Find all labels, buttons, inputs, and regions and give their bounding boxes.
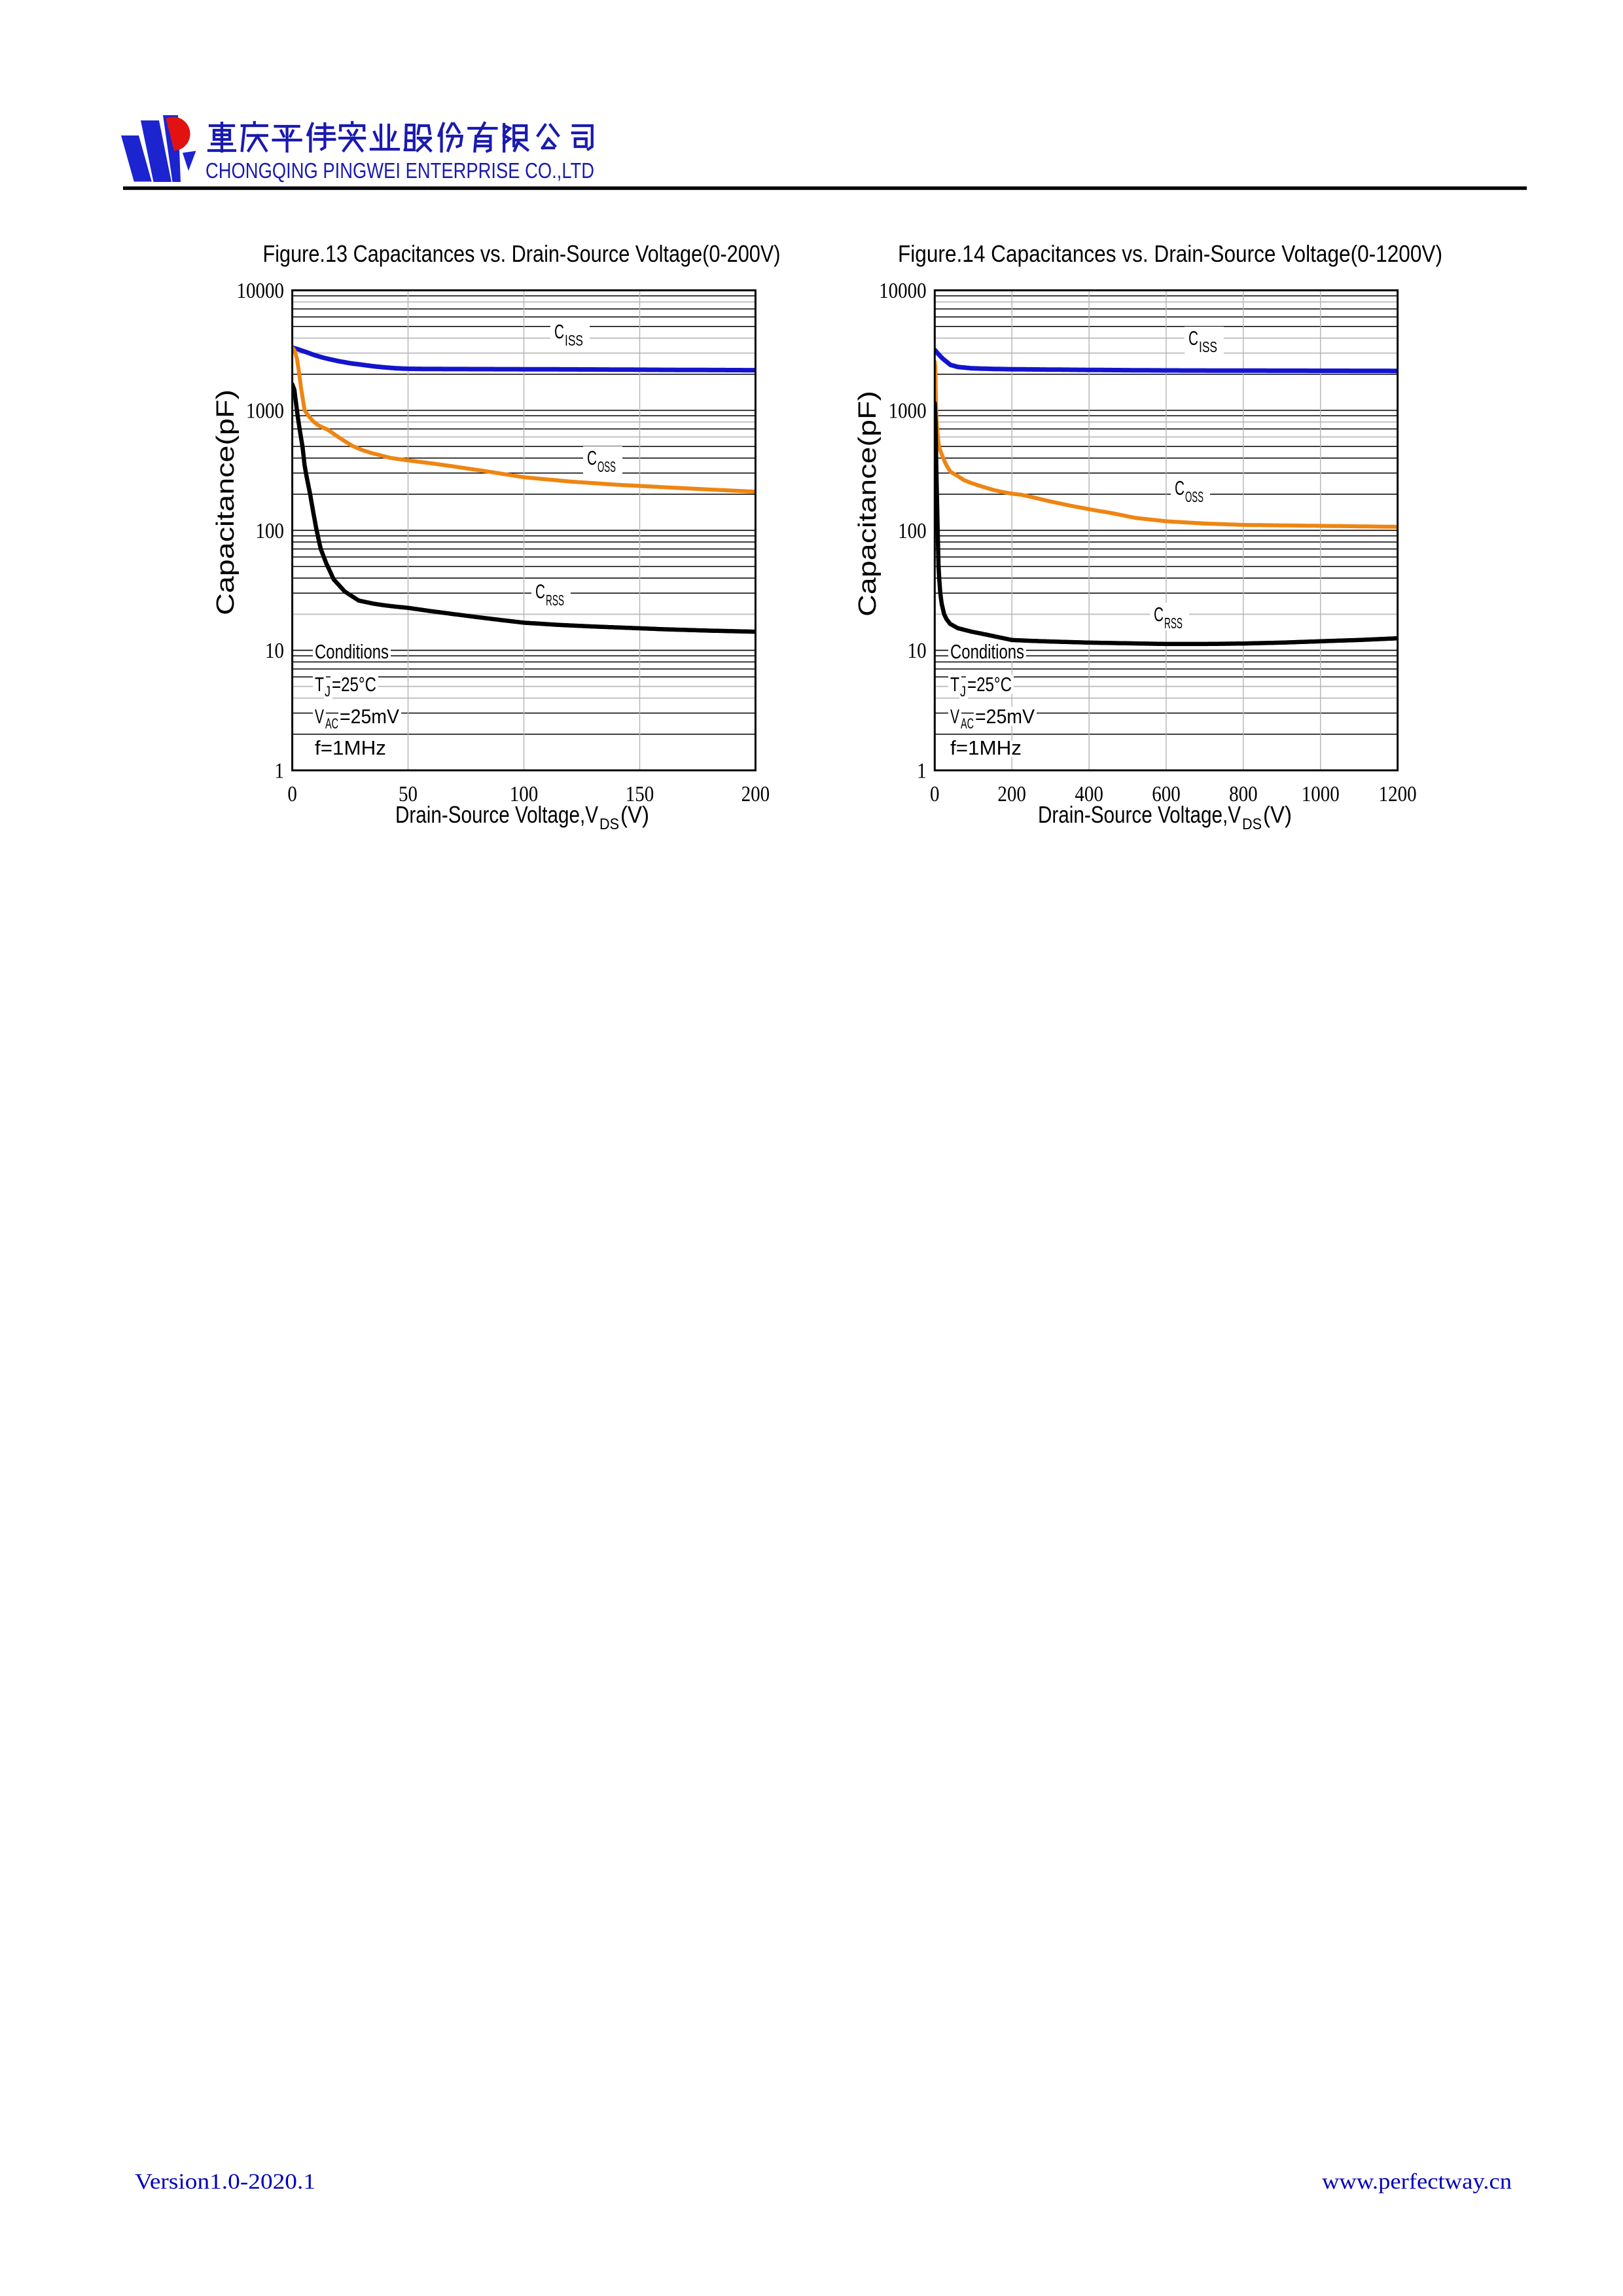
svg-text:f=1MHz: f=1MHz xyxy=(950,736,1022,759)
svg-text:10000: 10000 xyxy=(879,279,927,303)
svg-text:DS: DS xyxy=(599,816,619,833)
svg-text:50: 50 xyxy=(399,782,418,806)
svg-text:1000: 1000 xyxy=(1302,782,1340,806)
svg-text:f=1MHz: f=1MHz xyxy=(315,736,386,759)
svg-text:10: 10 xyxy=(908,639,927,663)
svg-text:1200: 1200 xyxy=(1379,782,1417,806)
svg-text:OSS: OSS xyxy=(1185,488,1204,505)
svg-text:1: 1 xyxy=(917,759,927,783)
svg-text:OSS: OSS xyxy=(597,458,616,475)
svg-text:Drain-Source Voltage,V: Drain-Source Voltage,V xyxy=(1038,801,1241,828)
svg-text:CHONGQING PINGWEI ENTERPRISE C: CHONGQING PINGWEI ENTERPRISE CO.,LTD xyxy=(205,158,594,183)
svg-text:C: C xyxy=(554,320,564,343)
svg-text:200: 200 xyxy=(741,782,770,806)
svg-text:Capacitance(pF): Capacitance(pF) xyxy=(212,389,240,615)
svg-text:=25mV: =25mV xyxy=(975,705,1035,728)
svg-text:C: C xyxy=(535,580,545,603)
svg-text:1: 1 xyxy=(275,759,285,783)
svg-text:(V): (V) xyxy=(620,801,649,828)
svg-text:0: 0 xyxy=(287,782,297,806)
svg-text:Figure.14 Capacitances vs. Dra: Figure.14 Capacitances vs. Drain-Source … xyxy=(898,240,1442,267)
svg-text:Conditions: Conditions xyxy=(950,640,1024,663)
svg-text:10000: 10000 xyxy=(237,279,285,303)
svg-text:C: C xyxy=(1188,327,1198,350)
svg-text:Conditions: Conditions xyxy=(315,640,389,663)
svg-text:C: C xyxy=(1154,603,1164,626)
svg-text:600: 600 xyxy=(1152,782,1181,806)
svg-text:100: 100 xyxy=(256,519,285,543)
svg-text:200: 200 xyxy=(997,782,1026,806)
svg-text:ISS: ISS xyxy=(1199,338,1217,355)
svg-text:1000: 1000 xyxy=(889,399,927,423)
svg-text:(V): (V) xyxy=(1263,801,1292,828)
svg-text:100: 100 xyxy=(898,519,927,543)
svg-text:150: 150 xyxy=(626,782,654,806)
svg-text:AC: AC xyxy=(961,715,974,732)
svg-text:T: T xyxy=(315,673,324,696)
svg-text:ISS: ISS xyxy=(565,332,583,349)
svg-text:C: C xyxy=(587,446,597,469)
svg-text:AC: AC xyxy=(325,715,338,732)
svg-text:RSS: RSS xyxy=(1164,615,1183,632)
svg-text:=25mV: =25mV xyxy=(340,705,399,728)
svg-text:1000: 1000 xyxy=(246,399,284,423)
svg-text:Capacitance(pF): Capacitance(pF) xyxy=(854,391,882,617)
svg-text:800: 800 xyxy=(1229,782,1258,806)
svg-text:www.perfectway.cn: www.perfectway.cn xyxy=(1322,2170,1512,2194)
svg-text:C: C xyxy=(1175,476,1185,499)
svg-text:10: 10 xyxy=(265,639,284,663)
svg-text:400: 400 xyxy=(1075,782,1103,806)
svg-text:Figure.13 Capacitances vs. Dra: Figure.13 Capacitances vs. Drain-Source … xyxy=(263,240,781,267)
svg-text:0: 0 xyxy=(930,782,940,806)
svg-text:=25°C: =25°C xyxy=(332,673,376,696)
svg-text:Drain-Source Voltage,V: Drain-Source Voltage,V xyxy=(395,801,598,828)
svg-text:J: J xyxy=(325,683,330,700)
svg-text:Version1.0-2020.1: Version1.0-2020.1 xyxy=(135,2170,315,2194)
svg-text:V: V xyxy=(315,705,324,728)
svg-text:J: J xyxy=(960,683,966,700)
svg-text:T: T xyxy=(950,673,959,696)
svg-text:V: V xyxy=(950,705,959,728)
svg-text:RSS: RSS xyxy=(546,592,564,609)
svg-text:DS: DS xyxy=(1242,816,1262,833)
svg-text:=25°C: =25°C xyxy=(967,673,1012,696)
svg-text:100: 100 xyxy=(510,782,539,806)
